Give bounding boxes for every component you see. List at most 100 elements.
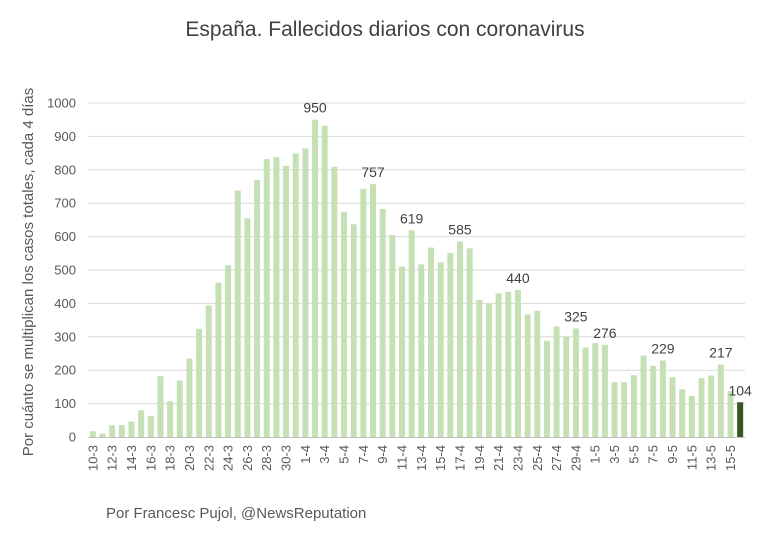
bar (611, 382, 618, 437)
x-tick-label: 3-5 (607, 445, 622, 464)
data-label: 217 (709, 345, 733, 361)
data-label: 619 (400, 210, 424, 226)
x-tick-label: 19-4 (472, 445, 487, 471)
bar (225, 265, 232, 437)
bar (659, 360, 666, 437)
data-label: 276 (593, 325, 617, 341)
bar (379, 208, 386, 437)
x-tick-label: 9-5 (665, 445, 680, 464)
bar (437, 262, 444, 437)
bar (563, 336, 570, 437)
bar (553, 326, 560, 437)
data-label: 757 (361, 164, 385, 180)
x-tick-label: 9-4 (375, 445, 390, 464)
bar (157, 376, 164, 437)
x-tick-label: 18-3 (163, 445, 178, 471)
y-tick-label: 800 (54, 162, 76, 177)
x-tick-label: 13-5 (704, 445, 719, 471)
bar (118, 424, 125, 437)
x-tick-label: 21-4 (491, 445, 506, 471)
bar (650, 365, 657, 437)
bar (601, 344, 608, 437)
x-tick-label: 3-4 (317, 445, 332, 464)
x-tick-label: 5-4 (337, 445, 352, 464)
x-tick-label: 5-5 (626, 445, 641, 464)
data-label: 229 (651, 341, 675, 357)
bar (312, 119, 319, 437)
bar (698, 378, 705, 437)
x-tick-label: 17-4 (452, 445, 467, 471)
x-tick-label: 24-3 (221, 445, 236, 471)
bar (524, 314, 531, 437)
bar (543, 340, 550, 437)
x-tick-label: 14-3 (124, 445, 139, 471)
bar (341, 211, 348, 437)
x-tick-label: 16-3 (143, 445, 158, 471)
x-tick-label: 10-3 (85, 445, 100, 471)
bar (485, 303, 492, 437)
bar (456, 241, 463, 437)
bar (254, 180, 261, 438)
y-tick-label: 100 (54, 396, 76, 411)
bar (427, 247, 434, 437)
bar (640, 355, 647, 437)
bar (109, 425, 116, 437)
y-tick-label: 300 (54, 329, 76, 344)
bar (737, 402, 744, 437)
bar (592, 343, 599, 437)
y-tick-label: 200 (54, 363, 76, 378)
bar (234, 190, 241, 437)
bar (128, 421, 135, 437)
bar (418, 264, 425, 437)
x-tick-label: 11-5 (684, 445, 699, 470)
bar (534, 310, 541, 437)
bar (669, 377, 676, 437)
gridlines (88, 102, 745, 438)
bar (630, 375, 637, 437)
bar (215, 282, 222, 437)
bar (727, 390, 734, 437)
bar (399, 266, 406, 437)
bar (331, 166, 338, 437)
x-tick-label: 23-4 (510, 445, 525, 471)
bar (186, 358, 193, 437)
y-tick-label: 700 (54, 196, 76, 211)
bar (147, 415, 154, 437)
bar (466, 248, 473, 437)
x-tick-label: 30-3 (279, 445, 294, 471)
bar (244, 218, 251, 437)
bar (389, 234, 396, 437)
bar (708, 375, 715, 437)
x-tick-label: 15-5 (723, 445, 738, 471)
x-tick-label: 13-4 (414, 445, 429, 471)
bar (205, 305, 212, 437)
bar (273, 157, 280, 437)
bar (99, 433, 106, 437)
y-tick-label: 500 (54, 263, 76, 278)
bar (350, 224, 357, 437)
data-label: 585 (448, 222, 472, 238)
x-tick-label: 25-4 (530, 445, 545, 471)
bar (408, 230, 415, 437)
x-tick-label: 28-3 (259, 445, 274, 471)
x-tick-label: 12-3 (105, 445, 120, 471)
y-tick-label: 1000 (47, 96, 76, 111)
bar (176, 380, 183, 437)
bar (679, 389, 686, 437)
data-label: 325 (564, 308, 588, 324)
bar (167, 401, 174, 437)
bar (582, 347, 589, 437)
bar (572, 328, 579, 437)
x-tick-label: 11-4 (395, 445, 410, 470)
y-axis-label: Por cuánto se multiplican los casos tota… (20, 88, 37, 457)
x-tick-label: 15-4 (433, 445, 448, 471)
credit-text: Por Francesc Pujol, @NewsReputation (106, 505, 367, 522)
x-tick-label: 20-3 (182, 445, 197, 471)
x-tick-label: 27-4 (549, 445, 564, 471)
bar (89, 431, 96, 437)
bar (621, 382, 628, 437)
x-tick-label: 7-4 (356, 445, 371, 464)
bar (370, 184, 377, 437)
data-labels: 950 757 619 585 440 325 276 229 217 104 (303, 100, 752, 399)
bar (514, 290, 521, 437)
